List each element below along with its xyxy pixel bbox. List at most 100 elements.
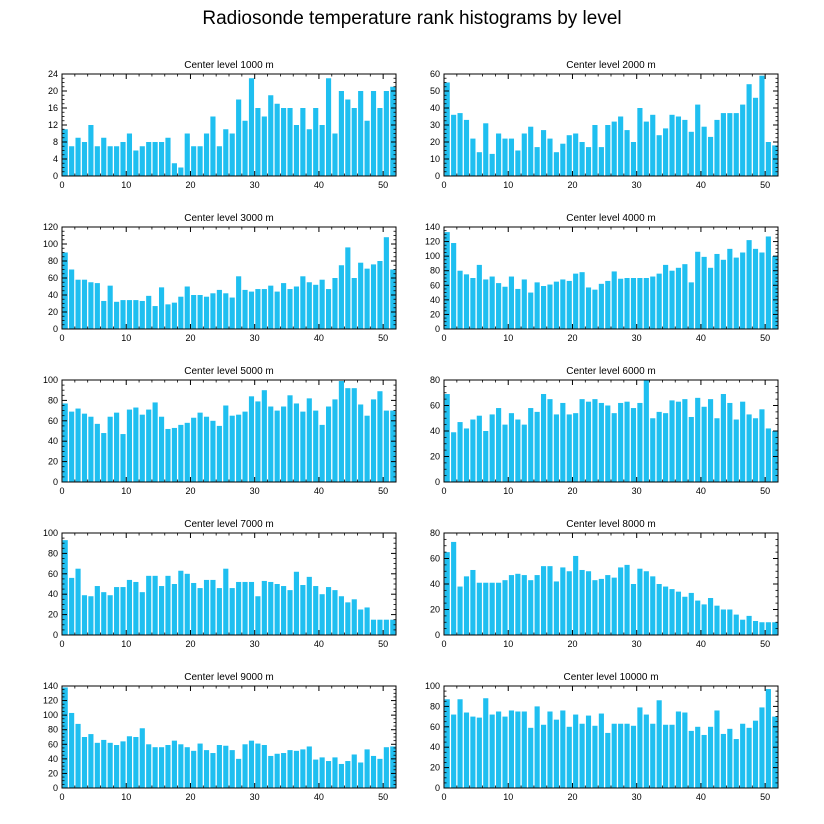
bar xyxy=(146,575,152,635)
bar xyxy=(727,248,733,329)
bar xyxy=(547,566,553,635)
y-tick-label: 20 xyxy=(430,309,440,319)
bar xyxy=(81,595,88,635)
bar xyxy=(637,108,643,176)
bar xyxy=(508,276,515,329)
bar xyxy=(521,279,527,329)
bar xyxy=(553,414,559,482)
bar xyxy=(502,286,508,329)
bar xyxy=(261,116,267,176)
bar xyxy=(547,284,553,329)
bar xyxy=(101,592,107,635)
bar xyxy=(139,414,145,482)
bar xyxy=(611,723,617,788)
bar xyxy=(553,281,559,329)
bar xyxy=(81,142,88,176)
bar xyxy=(114,745,120,788)
bar xyxy=(643,121,649,176)
bar xyxy=(69,577,75,635)
bar xyxy=(489,714,495,788)
chart-panel-9: Center level 9000 m 0 20 40 60 80 100 120 140 0 10… xyxy=(43,672,397,802)
bar xyxy=(515,711,521,788)
bar xyxy=(133,407,139,482)
bar xyxy=(88,596,94,635)
bar xyxy=(216,588,222,635)
bar xyxy=(377,261,383,329)
y-tick-label: 40 xyxy=(430,426,440,436)
y-tick-label: 60 xyxy=(430,722,440,732)
bar xyxy=(489,582,495,635)
bar xyxy=(470,569,476,635)
y-tick-label: 80 xyxy=(48,256,58,266)
bar xyxy=(370,619,377,635)
bar xyxy=(158,747,165,788)
x-tick-label: 0 xyxy=(59,639,64,649)
bar xyxy=(306,129,312,176)
bar xyxy=(733,739,739,788)
bar xyxy=(540,286,547,329)
bar xyxy=(242,120,248,176)
bar xyxy=(248,581,255,635)
bar xyxy=(605,575,611,635)
y-tick-label: 100 xyxy=(43,710,58,720)
bar xyxy=(740,252,746,329)
y-tick-label: 20 xyxy=(48,457,58,467)
bar xyxy=(223,129,229,176)
bar xyxy=(579,142,585,176)
x-tick-label: 50 xyxy=(760,333,770,343)
bar xyxy=(332,590,338,635)
bar xyxy=(370,91,377,176)
bar xyxy=(740,619,746,635)
bar xyxy=(605,125,611,176)
y-tick-label: 100 xyxy=(425,251,440,261)
bar xyxy=(171,584,177,635)
bar xyxy=(630,408,637,482)
bar xyxy=(534,706,540,788)
bar xyxy=(255,108,261,176)
bar xyxy=(152,306,158,329)
bar xyxy=(701,604,707,635)
bar xyxy=(675,711,682,788)
bar xyxy=(618,723,624,788)
y-tick-label: 10 xyxy=(430,154,440,164)
bar xyxy=(592,399,598,483)
bar xyxy=(216,289,222,329)
bar xyxy=(637,568,643,635)
bar xyxy=(521,133,527,176)
bar xyxy=(457,113,463,176)
bar xyxy=(223,405,229,482)
bar xyxy=(81,413,88,482)
bar xyxy=(508,413,515,482)
bar xyxy=(688,592,694,635)
bar xyxy=(688,730,694,788)
bar xyxy=(547,711,553,788)
bar xyxy=(351,599,357,635)
bar xyxy=(444,232,450,329)
bar xyxy=(496,582,502,635)
bar xyxy=(133,150,139,176)
bar xyxy=(313,586,319,635)
bar xyxy=(675,267,682,329)
bar xyxy=(229,415,235,482)
bar xyxy=(759,75,765,176)
bar xyxy=(643,278,649,329)
bar xyxy=(566,726,572,788)
bar xyxy=(515,288,521,329)
y-tick-label: 120 xyxy=(425,237,440,247)
bar xyxy=(293,286,300,329)
bar xyxy=(62,129,68,176)
panel-title: Center level 7000 m xyxy=(184,519,274,530)
bar xyxy=(345,99,351,176)
y-tick-label: 40 xyxy=(48,436,58,446)
chart-panel-4: Center level 4000 m 0 20 40 60 80 100 120 140 0 10… xyxy=(425,213,779,343)
bar xyxy=(223,293,229,329)
bar xyxy=(287,590,293,635)
x-tick-label: 30 xyxy=(250,639,260,649)
y-tick-label: 40 xyxy=(430,742,440,752)
x-tick-label: 40 xyxy=(696,486,706,496)
bar xyxy=(707,267,714,329)
bar xyxy=(261,390,267,482)
bar xyxy=(560,143,566,176)
bar xyxy=(313,108,319,176)
